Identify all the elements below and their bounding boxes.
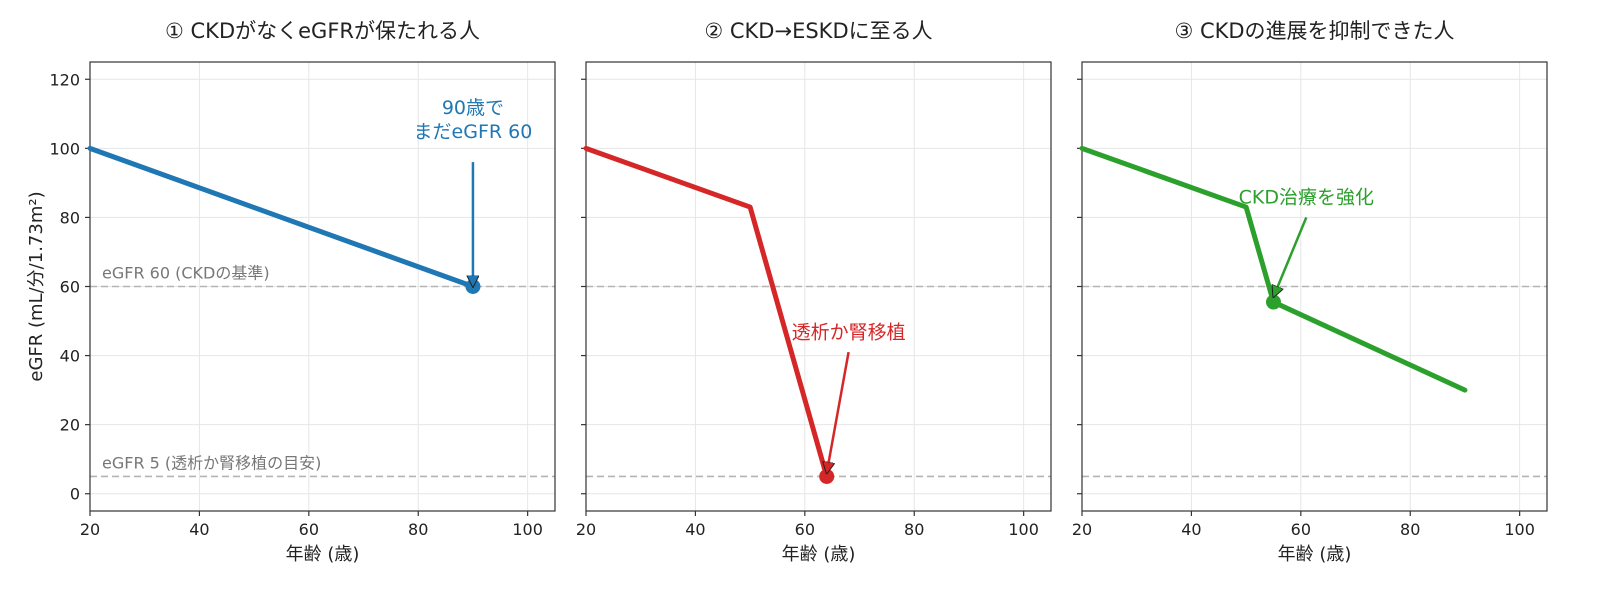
x-tick-label: 100 [512, 520, 543, 539]
chart-panel-1: ① CKDがなくeGFRが保たれる人 eGFR 60 (CKDの基準) eGFR 5… [26, 19, 556, 565]
x-tick-label: 60 [299, 520, 319, 539]
y-tick-label: 100 [49, 139, 80, 158]
y-tick-label: 40 [60, 347, 80, 366]
chart-panel-2: ② CKD→ESKDに至る人 20 40 60 80 100 年齢 (歳) 透析か腎移植 [576, 19, 1052, 565]
annotation-text: CKD治療を強化 [1239, 187, 1374, 209]
x-axis-label: 年齢 (歳) [782, 544, 856, 565]
x-tick-label: 60 [1291, 520, 1311, 539]
x-tick-label: 20 [80, 520, 100, 539]
x-axis-label: 年齢 (歳) [286, 544, 360, 565]
chart-panel-3: ③ CKDの進展を抑制できた人 20 40 60 80 100 年齢 (歳) CKD治療を強化 [1072, 19, 1548, 565]
x-tick-label: 80 [904, 520, 924, 539]
annotation-text: まだeGFR 60 [414, 121, 533, 143]
chart-title: ③ CKDの進展を抑制できた人 [1174, 19, 1454, 43]
x-tick-label: 20 [576, 520, 596, 539]
x-tick-label: 80 [1400, 520, 1420, 539]
x-tick-label: 40 [1181, 520, 1201, 539]
x-axis-label: 年齢 (歳) [1278, 544, 1352, 565]
y-tick-label: 20 [60, 416, 80, 435]
annotation-arrow [1273, 216, 1308, 296]
chart-title: ② CKD→ESKDに至る人 [704, 19, 932, 43]
reference-line-label: eGFR 60 (CKDの基準) [102, 264, 270, 283]
annotation-text: 透析か腎移植 [792, 321, 906, 343]
series-line [87, 145, 476, 289]
chart-title: ① CKDがなくeGFRが保たれる人 [165, 19, 480, 43]
x-tick-label: 20 [1072, 520, 1092, 539]
y-tick-label: 60 [60, 278, 80, 297]
annotation-arrow [827, 351, 850, 473]
annotation-text: 90歳で [442, 97, 504, 119]
x-tick-label: 60 [795, 520, 815, 539]
y-axis-label: eGFR (mL/分/1.73m²) [26, 191, 47, 381]
series-line [1079, 145, 1468, 393]
x-tick-label: 80 [408, 520, 428, 539]
x-tick-label: 100 [1008, 520, 1039, 539]
y-tick-label: 120 [49, 70, 80, 89]
series-line [583, 145, 830, 479]
reference-line-label: eGFR 5 (透析か腎移植の目安) [102, 453, 321, 472]
y-tick-label: 0 [70, 485, 80, 504]
x-tick-label: 40 [685, 520, 705, 539]
x-tick-label: 100 [1504, 520, 1535, 539]
x-tick-label: 40 [189, 520, 209, 539]
y-tick-label: 80 [60, 208, 80, 227]
